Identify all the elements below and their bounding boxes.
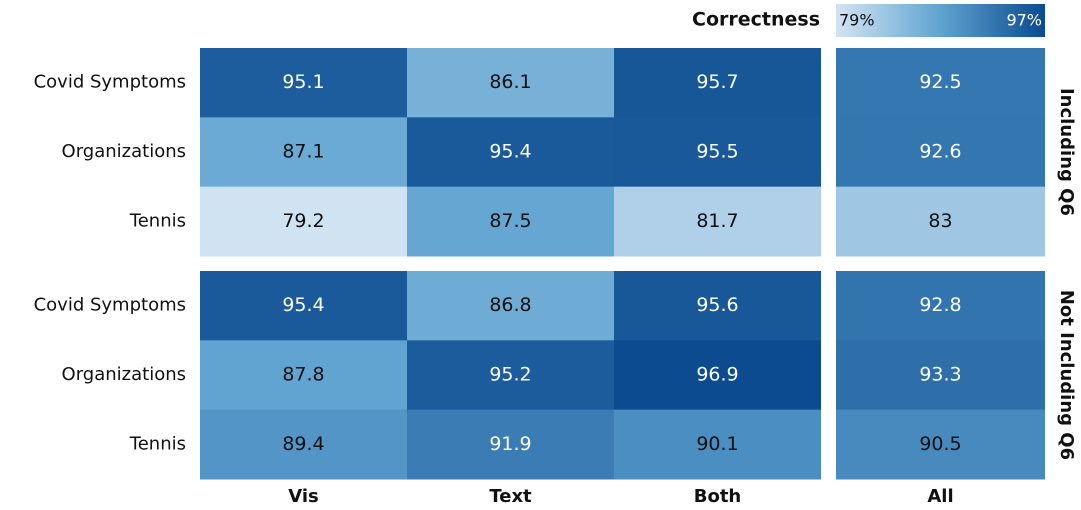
cell-label: 95.4: [282, 294, 324, 316]
heatmap-cell: [407, 271, 614, 341]
group-label: Not Including Q6: [1056, 290, 1077, 460]
cell-label: 95.2: [489, 363, 531, 385]
group-label: Including Q6: [1056, 88, 1077, 216]
heatmap-cell: [407, 186, 614, 257]
heatmap-cell: [614, 271, 821, 341]
heatmap-cell: [200, 271, 407, 341]
cell-label: 90.5: [919, 433, 961, 455]
cell-label: 87.1: [282, 140, 324, 162]
cell-label: 93.3: [919, 363, 961, 385]
heatmap-cell: [614, 186, 821, 257]
row-label: Organizations: [62, 141, 186, 162]
heatmap-cell: [614, 48, 821, 118]
heatmap-cell: [407, 409, 614, 480]
row-label: Covid Symptoms: [34, 295, 186, 316]
cell-label: 96.9: [696, 363, 738, 385]
cell-label: 87.5: [489, 210, 531, 232]
cell-label: 95.5: [696, 140, 738, 162]
cell-label: 86.1: [489, 71, 531, 93]
heatmap-cell: [200, 340, 407, 411]
cell-label: 92.5: [919, 71, 961, 93]
cell-label: 91.9: [489, 433, 531, 455]
heatmap-cell: [836, 409, 1045, 480]
cell-label: 86.8: [489, 294, 531, 316]
heatmap-cell: [200, 409, 407, 480]
cell-label: 79.2: [282, 210, 324, 232]
heatmap-cell: [836, 186, 1045, 257]
row-label: Organizations: [62, 364, 186, 385]
row-label: Covid Symptoms: [34, 72, 186, 93]
cell-label: 89.4: [282, 433, 324, 455]
row-label: Tennis: [129, 433, 186, 454]
x-tick-label: Both: [694, 486, 742, 507]
x-tick-label: All: [927, 486, 953, 507]
cell-label: 92.8: [919, 294, 961, 316]
colorbar: [836, 4, 1045, 37]
heatmap-cell: [200, 186, 407, 257]
heatmap-cell: [407, 117, 614, 188]
colorbar-label: 97%: [1006, 11, 1042, 30]
heatmap-cell: [614, 409, 821, 480]
colorbar-label: 79%: [839, 11, 875, 30]
cell-label: 95.7: [696, 71, 738, 93]
cell-label: 92.6: [919, 140, 961, 162]
cell-label: 95.1: [282, 71, 324, 93]
cell-label: 90.1: [696, 433, 738, 455]
heatmap-cell: [407, 340, 614, 411]
heatmap-cell: [836, 340, 1045, 411]
cell-label: 95.6: [696, 294, 738, 316]
heatmap-cell: [614, 117, 821, 188]
cell-label: 81.7: [696, 210, 738, 232]
x-tick-label: Vis: [288, 486, 319, 507]
cell-label: 83: [928, 210, 952, 232]
heatmap-cell: [200, 48, 407, 118]
colorbar-title: Correctness: [692, 9, 820, 31]
heatmap-cell: [836, 48, 1045, 118]
heatmap-cell: [200, 117, 407, 188]
heatmap-cell: [836, 117, 1045, 188]
heatmap-cell: [836, 271, 1045, 341]
x-tick-label: Text: [489, 486, 532, 507]
cell-label: 95.4: [489, 140, 531, 162]
heatmap-cell: [407, 48, 614, 118]
row-label: Tennis: [129, 210, 186, 231]
cell-label: 87.8: [282, 363, 324, 385]
heatmap-cell: [614, 340, 821, 411]
